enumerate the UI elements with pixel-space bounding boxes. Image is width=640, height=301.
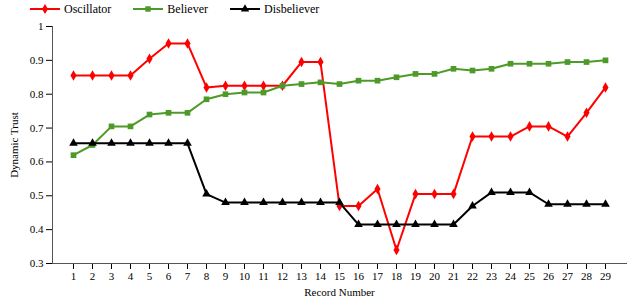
svg-text:6: 6 xyxy=(166,270,172,282)
svg-text:27: 27 xyxy=(562,270,574,282)
svg-text:18: 18 xyxy=(391,270,403,282)
svg-text:25: 25 xyxy=(524,270,536,282)
svg-text:10: 10 xyxy=(239,270,251,282)
svg-text:22: 22 xyxy=(467,270,478,282)
html-text:Oscillator: Oscillator xyxy=(64,1,112,16)
svg-text:24: 24 xyxy=(505,270,517,282)
html-text:Believer: Believer xyxy=(167,1,208,16)
svg-text:15: 15 xyxy=(334,270,346,282)
html-text:Disbeliever: Disbeliever xyxy=(264,1,320,16)
svg-text:11: 11 xyxy=(258,270,269,282)
svg-text:0.6: 0.6 xyxy=(30,155,44,167)
svg-text:19: 19 xyxy=(410,270,422,282)
svg-text:20: 20 xyxy=(429,270,441,282)
svg-text:0.8: 0.8 xyxy=(30,88,44,100)
svg-text:0.5: 0.5 xyxy=(30,189,44,201)
svg-text:Dynamic Trust: Dynamic Trust xyxy=(8,112,20,178)
svg-text:21: 21 xyxy=(448,270,459,282)
svg-text:8: 8 xyxy=(204,270,210,282)
svg-text:0.3: 0.3 xyxy=(30,257,44,269)
svg-text:4: 4 xyxy=(128,270,134,282)
svg-text:1: 1 xyxy=(71,270,77,282)
svg-text:Record Number: Record Number xyxy=(304,286,375,298)
svg-text:29: 29 xyxy=(600,270,612,282)
svg-text:12: 12 xyxy=(277,270,288,282)
svg-text:0.4: 0.4 xyxy=(30,223,44,235)
svg-text:16: 16 xyxy=(353,270,365,282)
svg-text:0.9: 0.9 xyxy=(30,54,44,66)
svg-text:13: 13 xyxy=(296,270,308,282)
svg-text:3: 3 xyxy=(109,270,115,282)
svg-text:0.7: 0.7 xyxy=(30,122,44,134)
svg-text:26: 26 xyxy=(543,270,555,282)
svg-text:23: 23 xyxy=(486,270,498,282)
svg-text:17: 17 xyxy=(372,270,384,282)
svg-text:5: 5 xyxy=(147,270,153,282)
svg-text:28: 28 xyxy=(581,270,593,282)
svg-text:1: 1 xyxy=(38,20,44,32)
svg-text:2: 2 xyxy=(90,270,96,282)
svg-text:14: 14 xyxy=(315,270,327,282)
svg-text:7: 7 xyxy=(185,270,191,282)
svg-text:9: 9 xyxy=(223,270,229,282)
